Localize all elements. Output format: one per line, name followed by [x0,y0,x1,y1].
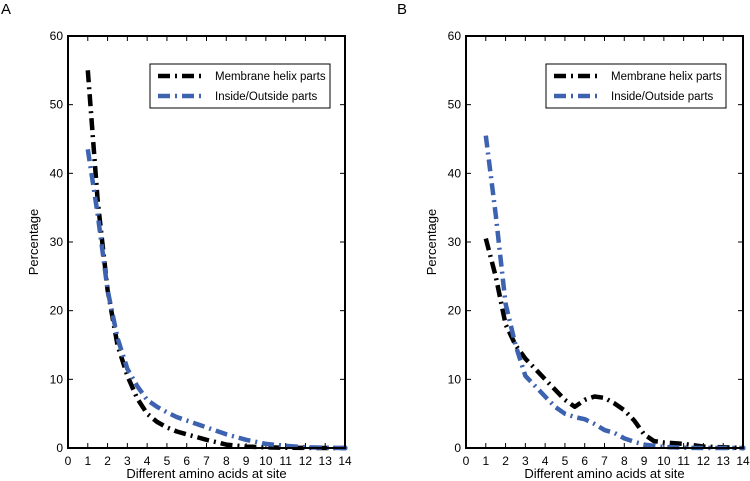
x-tick-label: 10 [259,454,273,468]
series-line-inside-outside [85,148,346,451]
y-tick-label: 60 [50,29,64,43]
series-line-membrane-helix [483,238,744,451]
panel-letter-b: B [397,1,407,18]
x-tick-label: 12 [299,454,313,468]
x-tick-label: 7 [203,454,210,468]
x-tick-label: 1 [84,454,91,468]
legend-label: Membrane helix parts [611,71,722,83]
x-tick-label: 1 [482,454,489,468]
x-tick-label: 2 [104,454,111,468]
legend-box [149,63,331,109]
y-tick-label: 20 [50,304,64,318]
x-axis-label: Different amino acids at site [524,466,684,481]
x-tick-label: 4 [144,454,151,468]
y-tick-label: 0 [454,441,461,455]
x-tick-label: 2 [502,454,509,468]
y-tick-label: 20 [448,304,462,318]
series-line-inside-outside [483,135,743,451]
y-axis-label: Percentage [26,209,41,276]
y-tick-label: 50 [448,98,462,112]
x-tick-label: 13 [319,454,333,468]
y-tick-label: 50 [50,98,64,112]
legend-label: Inside/Outside parts [215,91,318,103]
panel-letter-a: A [1,1,11,18]
x-tick-label: 11 [279,454,292,468]
legend-label: Inside/Outside parts [611,91,714,103]
y-tick-label: 10 [448,372,462,386]
y-tick-label: 60 [448,29,462,43]
x-tick-label: 8 [223,454,230,468]
x-tick-label: 9 [243,454,250,468]
x-tick-label: 14 [338,454,352,468]
series-line-membrane-helix [85,70,345,451]
y-tick-label: 30 [50,235,64,249]
x-axis-label: Different amino acids at site [126,466,286,481]
y-tick-label: 30 [448,235,462,249]
x-tick-label: 9 [641,454,648,468]
x-tick-label: 13 [717,454,731,468]
x-tick-label: 5 [562,454,569,468]
x-tick-label: 11 [677,454,690,468]
chart-panel-b: 0 1 2 3 4 5 6 7 8 9 10 11 12 13 140102030405060Differe… [424,29,750,481]
y-tick-label: 40 [448,166,462,180]
plot-frame [67,35,346,449]
x-tick-label: 10 [657,454,671,468]
x-tick-label: 8 [621,454,628,468]
y-tick-label: 10 [50,372,64,386]
x-tick-label: 7 [601,454,608,468]
legend-label: Membrane helix parts [215,71,326,83]
x-tick-label: 14 [736,454,750,468]
x-tick-label: 3 [522,454,529,468]
x-tick-label: 0 [65,454,72,468]
x-tick-label: 5 [164,454,171,468]
legend-box [545,63,727,109]
y-axis-label: Percentage [424,209,439,276]
x-tick-label: 3 [124,454,131,468]
x-tick-label: 6 [183,454,190,468]
y-tick-label: 40 [50,166,64,180]
x-tick-label: 6 [581,454,588,468]
x-tick-label: 12 [697,454,711,468]
x-tick-label: 4 [542,454,549,468]
x-tick-label: 0 [463,454,470,468]
chart-panel-a: 0 1 2 3 4 5 6 7 8 9 10 11 12 13 140102030405060Differe… [26,29,352,481]
plot-frame [465,35,744,449]
y-tick-label: 0 [56,441,63,455]
